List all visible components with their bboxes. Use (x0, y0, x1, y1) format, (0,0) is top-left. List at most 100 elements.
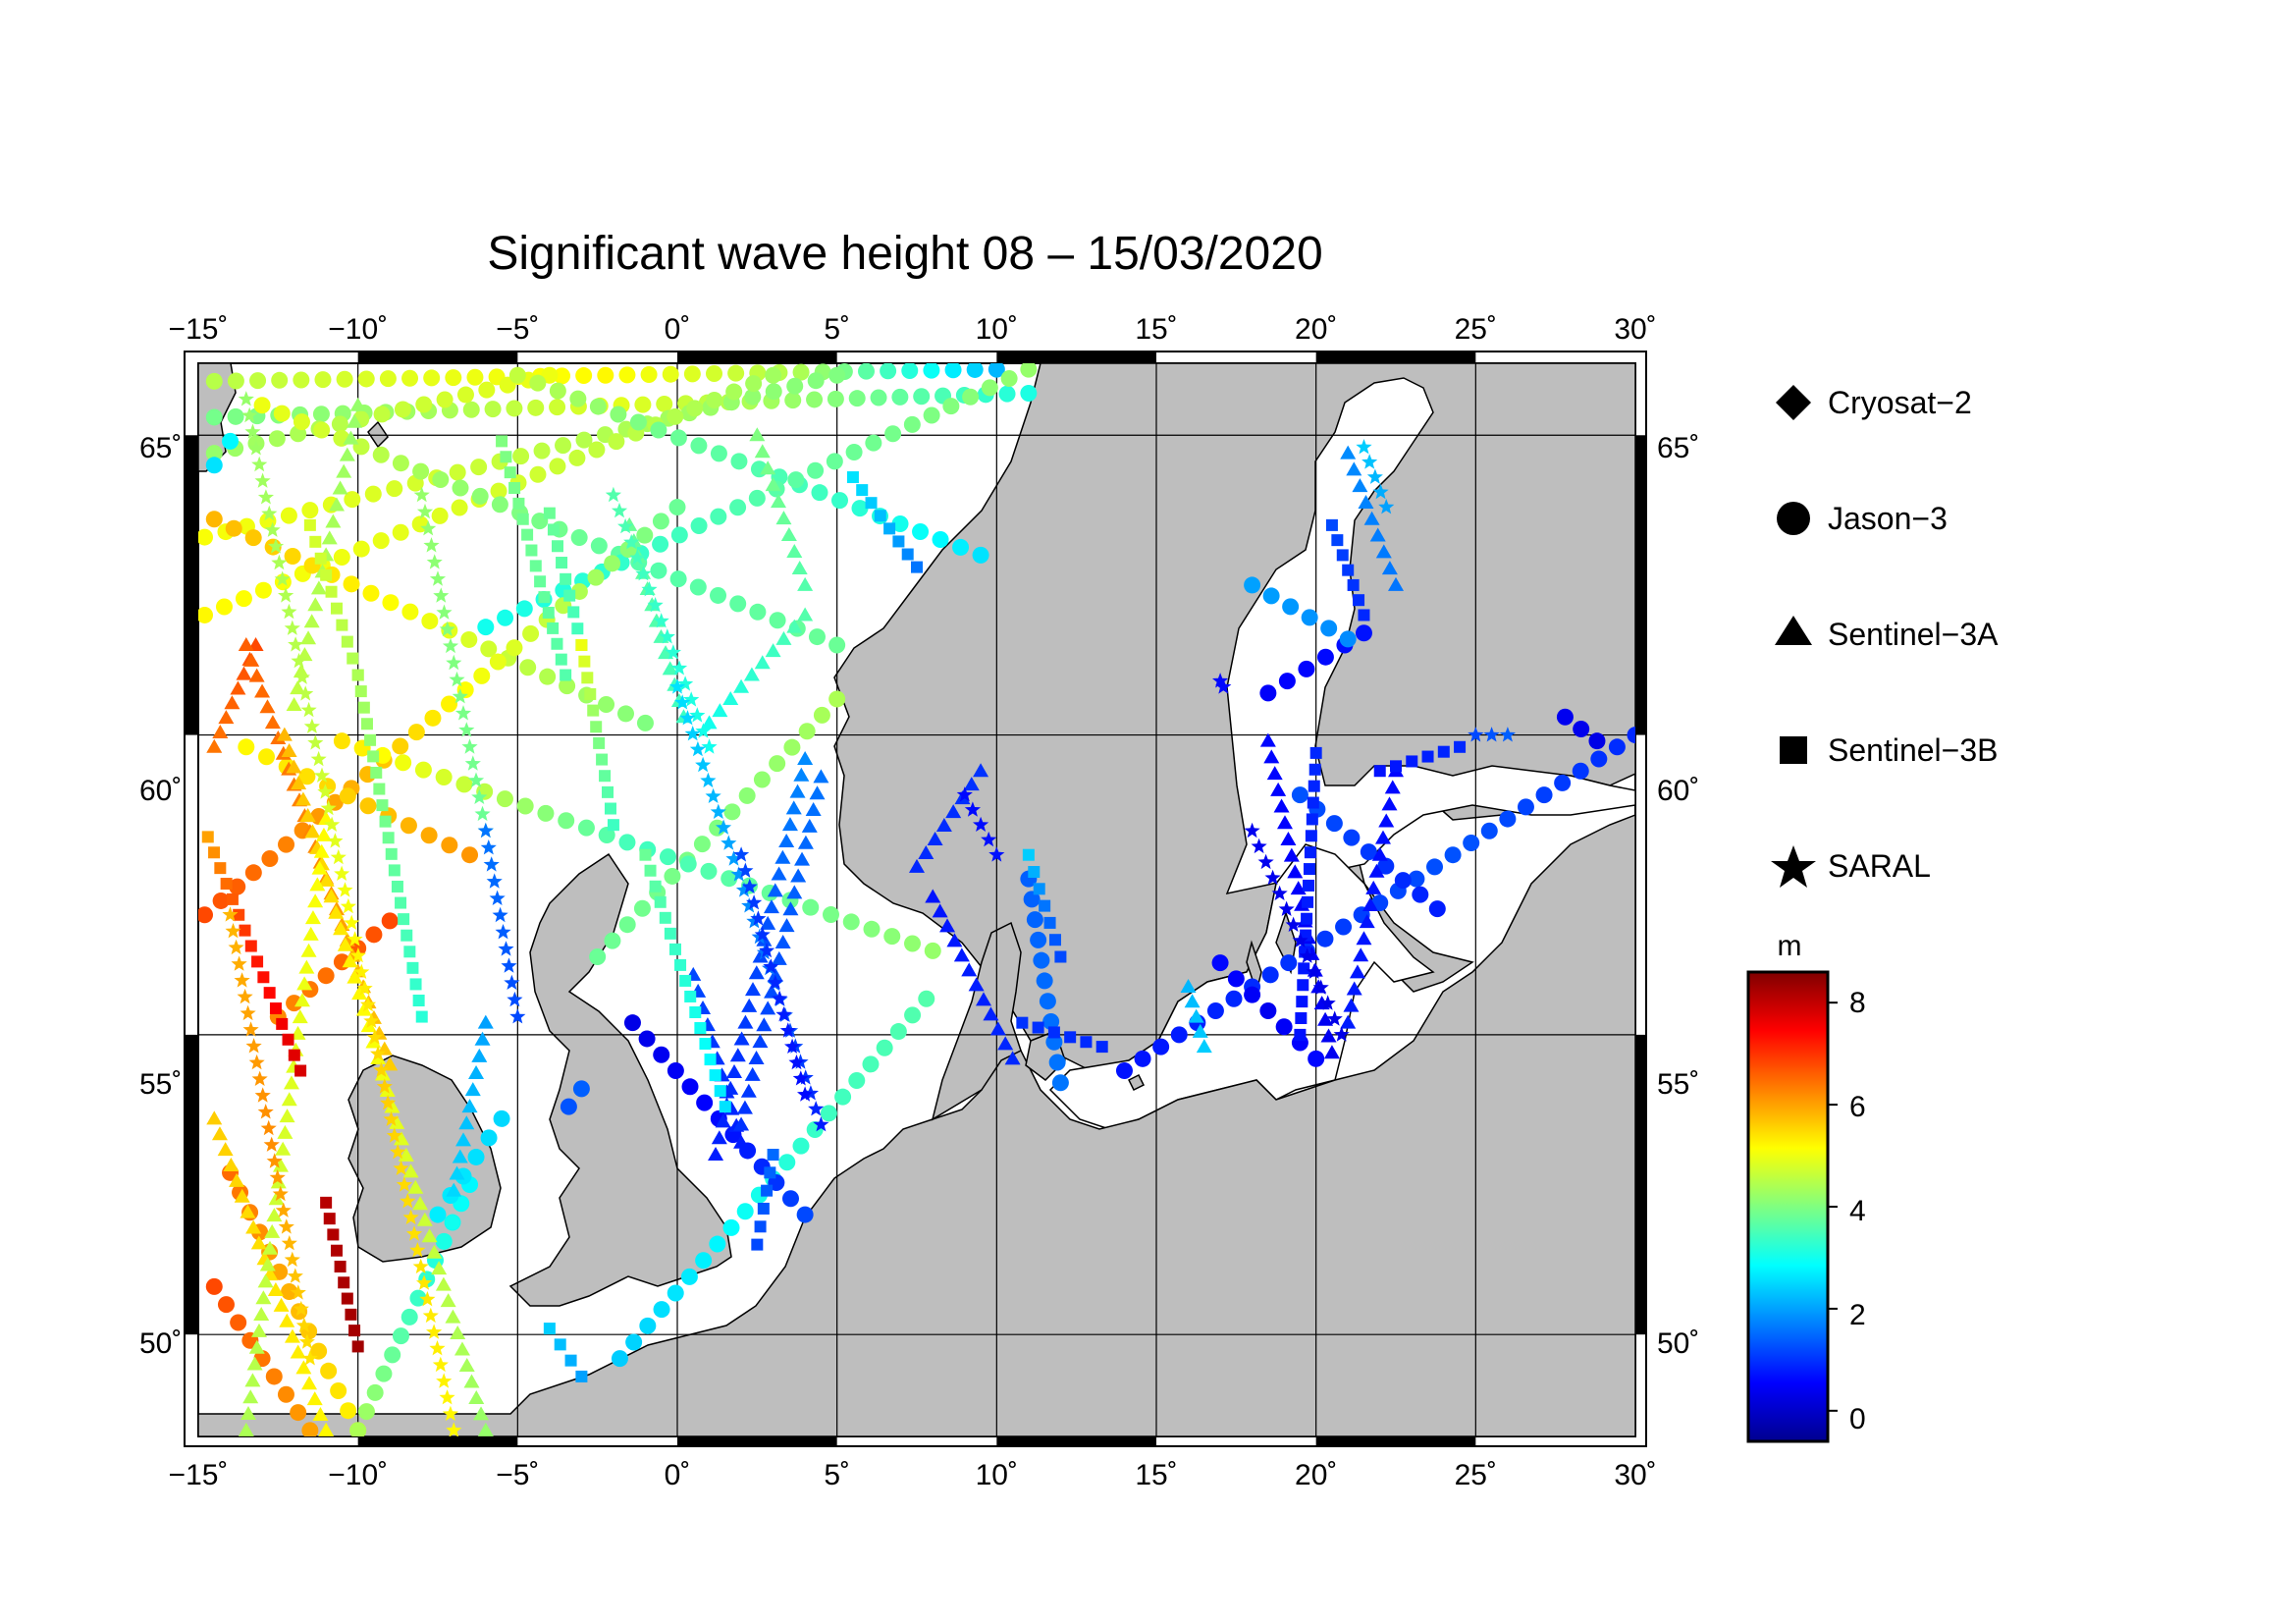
saral-marker (386, 1127, 402, 1143)
sentinel-3a-marker (765, 477, 781, 492)
jason-3-marker (670, 526, 688, 544)
track (605, 486, 718, 754)
sentinel-3b-marker (563, 589, 576, 602)
saral-marker (452, 688, 468, 704)
jason-3-marker (222, 432, 240, 450)
saral-marker (266, 1153, 283, 1168)
sentinel-3b-marker (220, 878, 233, 891)
jason-3-marker (1244, 986, 1261, 1003)
sentinel-3a-marker (1273, 798, 1290, 813)
sentinel-3a-marker (1384, 780, 1401, 794)
jason-3-marker (848, 1072, 866, 1090)
saral-marker (1372, 483, 1389, 500)
saral-marker (721, 835, 737, 850)
jason-3-marker (1282, 598, 1300, 616)
saral-marker (483, 856, 500, 872)
jason-3-marker (261, 849, 279, 867)
sentinel-3b-marker (699, 1038, 712, 1051)
saral-marker (238, 391, 254, 406)
legend-item-jason-3: Jason−3 (1777, 501, 1948, 536)
lat-labels-left: 65˚ 60˚ 55˚ 50˚ (139, 432, 182, 1360)
jason-3-marker (664, 867, 681, 885)
sentinel-3b-marker (406, 961, 419, 974)
jason-3-marker (1343, 829, 1361, 846)
jason-3-marker (1339, 630, 1357, 648)
sentinel-3a-marker (1368, 863, 1385, 878)
jason-3-marker (527, 399, 545, 416)
sentinel-3a-marker (809, 785, 826, 800)
jason-3-marker (798, 723, 816, 740)
track (560, 1080, 590, 1115)
sentinel-3b-marker (538, 591, 551, 604)
sentinel-3a-marker (805, 802, 822, 817)
sentinel-3a-marker (240, 1406, 256, 1421)
saral-marker (498, 941, 514, 956)
frame-bar (1315, 352, 1476, 363)
jason-3-marker (709, 1235, 726, 1253)
sentinel-3b-marker (415, 1010, 428, 1023)
jason-3-marker (522, 624, 540, 642)
sentinel-3b-marker (1043, 916, 1056, 929)
map-title: Significant wave height 08 – 15/03/2020 (487, 228, 1322, 280)
saral-marker (294, 669, 310, 684)
jason-3-marker (298, 768, 316, 785)
sentinel-3a-marker (284, 1328, 300, 1343)
sentinel-3b-marker (395, 896, 407, 909)
saral-marker (267, 538, 285, 554)
jason-3-marker (432, 471, 450, 489)
sentinel-3a-marker (786, 544, 803, 559)
colorbar-unit: m (1778, 930, 1802, 962)
lon-label: 20˚ (1295, 313, 1337, 346)
sentinel-3a-marker (321, 530, 338, 545)
jason-3-marker (344, 491, 361, 509)
track (1325, 518, 1370, 622)
saral-marker (423, 537, 440, 553)
sentinel-3a-marker (771, 494, 787, 509)
sentinel-3a-marker (1266, 766, 1283, 781)
lon-label: −10˚ (328, 1459, 388, 1491)
track (238, 391, 462, 1436)
saral-marker (330, 848, 347, 865)
sentinel-3a-marker (217, 1142, 234, 1157)
track (320, 1196, 364, 1353)
jason-3-marker (730, 453, 748, 470)
saral-marker (251, 456, 268, 472)
jason-3-marker (1428, 900, 1446, 918)
jason-3-marker (244, 864, 262, 882)
frame-bar (186, 1034, 198, 1335)
saral-marker (245, 1038, 262, 1054)
colorbar-tick-label: 4 (1849, 1195, 1866, 1227)
jason-3-marker (638, 1030, 656, 1048)
jason-3-marker (1026, 911, 1043, 929)
lon-labels-bottom: −15˚ −10˚ −5˚ 0˚ 5˚ 10˚ 15˚ 20˚ 25˚ 30˚ (169, 1459, 1657, 1491)
jason-3-marker (352, 540, 370, 558)
saral-marker (486, 873, 503, 889)
sentinel-3a-marker (939, 918, 956, 933)
colorbar-tick-label: 6 (1849, 1091, 1866, 1123)
jason-3-marker (205, 457, 223, 474)
sentinel-3b-marker (856, 484, 869, 497)
sentinel-3b-marker (593, 736, 606, 749)
sentinel-3a-marker (778, 918, 795, 933)
sentinel-3a-marker (474, 1031, 491, 1046)
saral-marker (737, 862, 754, 878)
saral-marker (295, 1317, 312, 1332)
jason-3-marker (1608, 738, 1626, 756)
sentinel-3a-marker (296, 647, 313, 662)
jason-3-marker (1211, 954, 1229, 972)
sentinel-3b-marker (1028, 866, 1041, 879)
sentinel-3a-marker (218, 710, 235, 725)
sentinel-3b-marker (351, 1340, 364, 1353)
jason-3-marker (889, 1023, 907, 1041)
jason-3-marker (901, 363, 919, 379)
sentinel-3a-marker (230, 680, 246, 695)
saral-marker (495, 924, 511, 940)
saral-marker (313, 767, 331, 783)
jason-3-marker (710, 586, 727, 604)
sentinel-3a-marker (318, 1422, 335, 1436)
track (351, 669, 428, 1023)
sentinel-3b-marker (1308, 780, 1320, 792)
jason-3-marker (238, 738, 255, 756)
sentinel-3b-marker (694, 1022, 707, 1035)
